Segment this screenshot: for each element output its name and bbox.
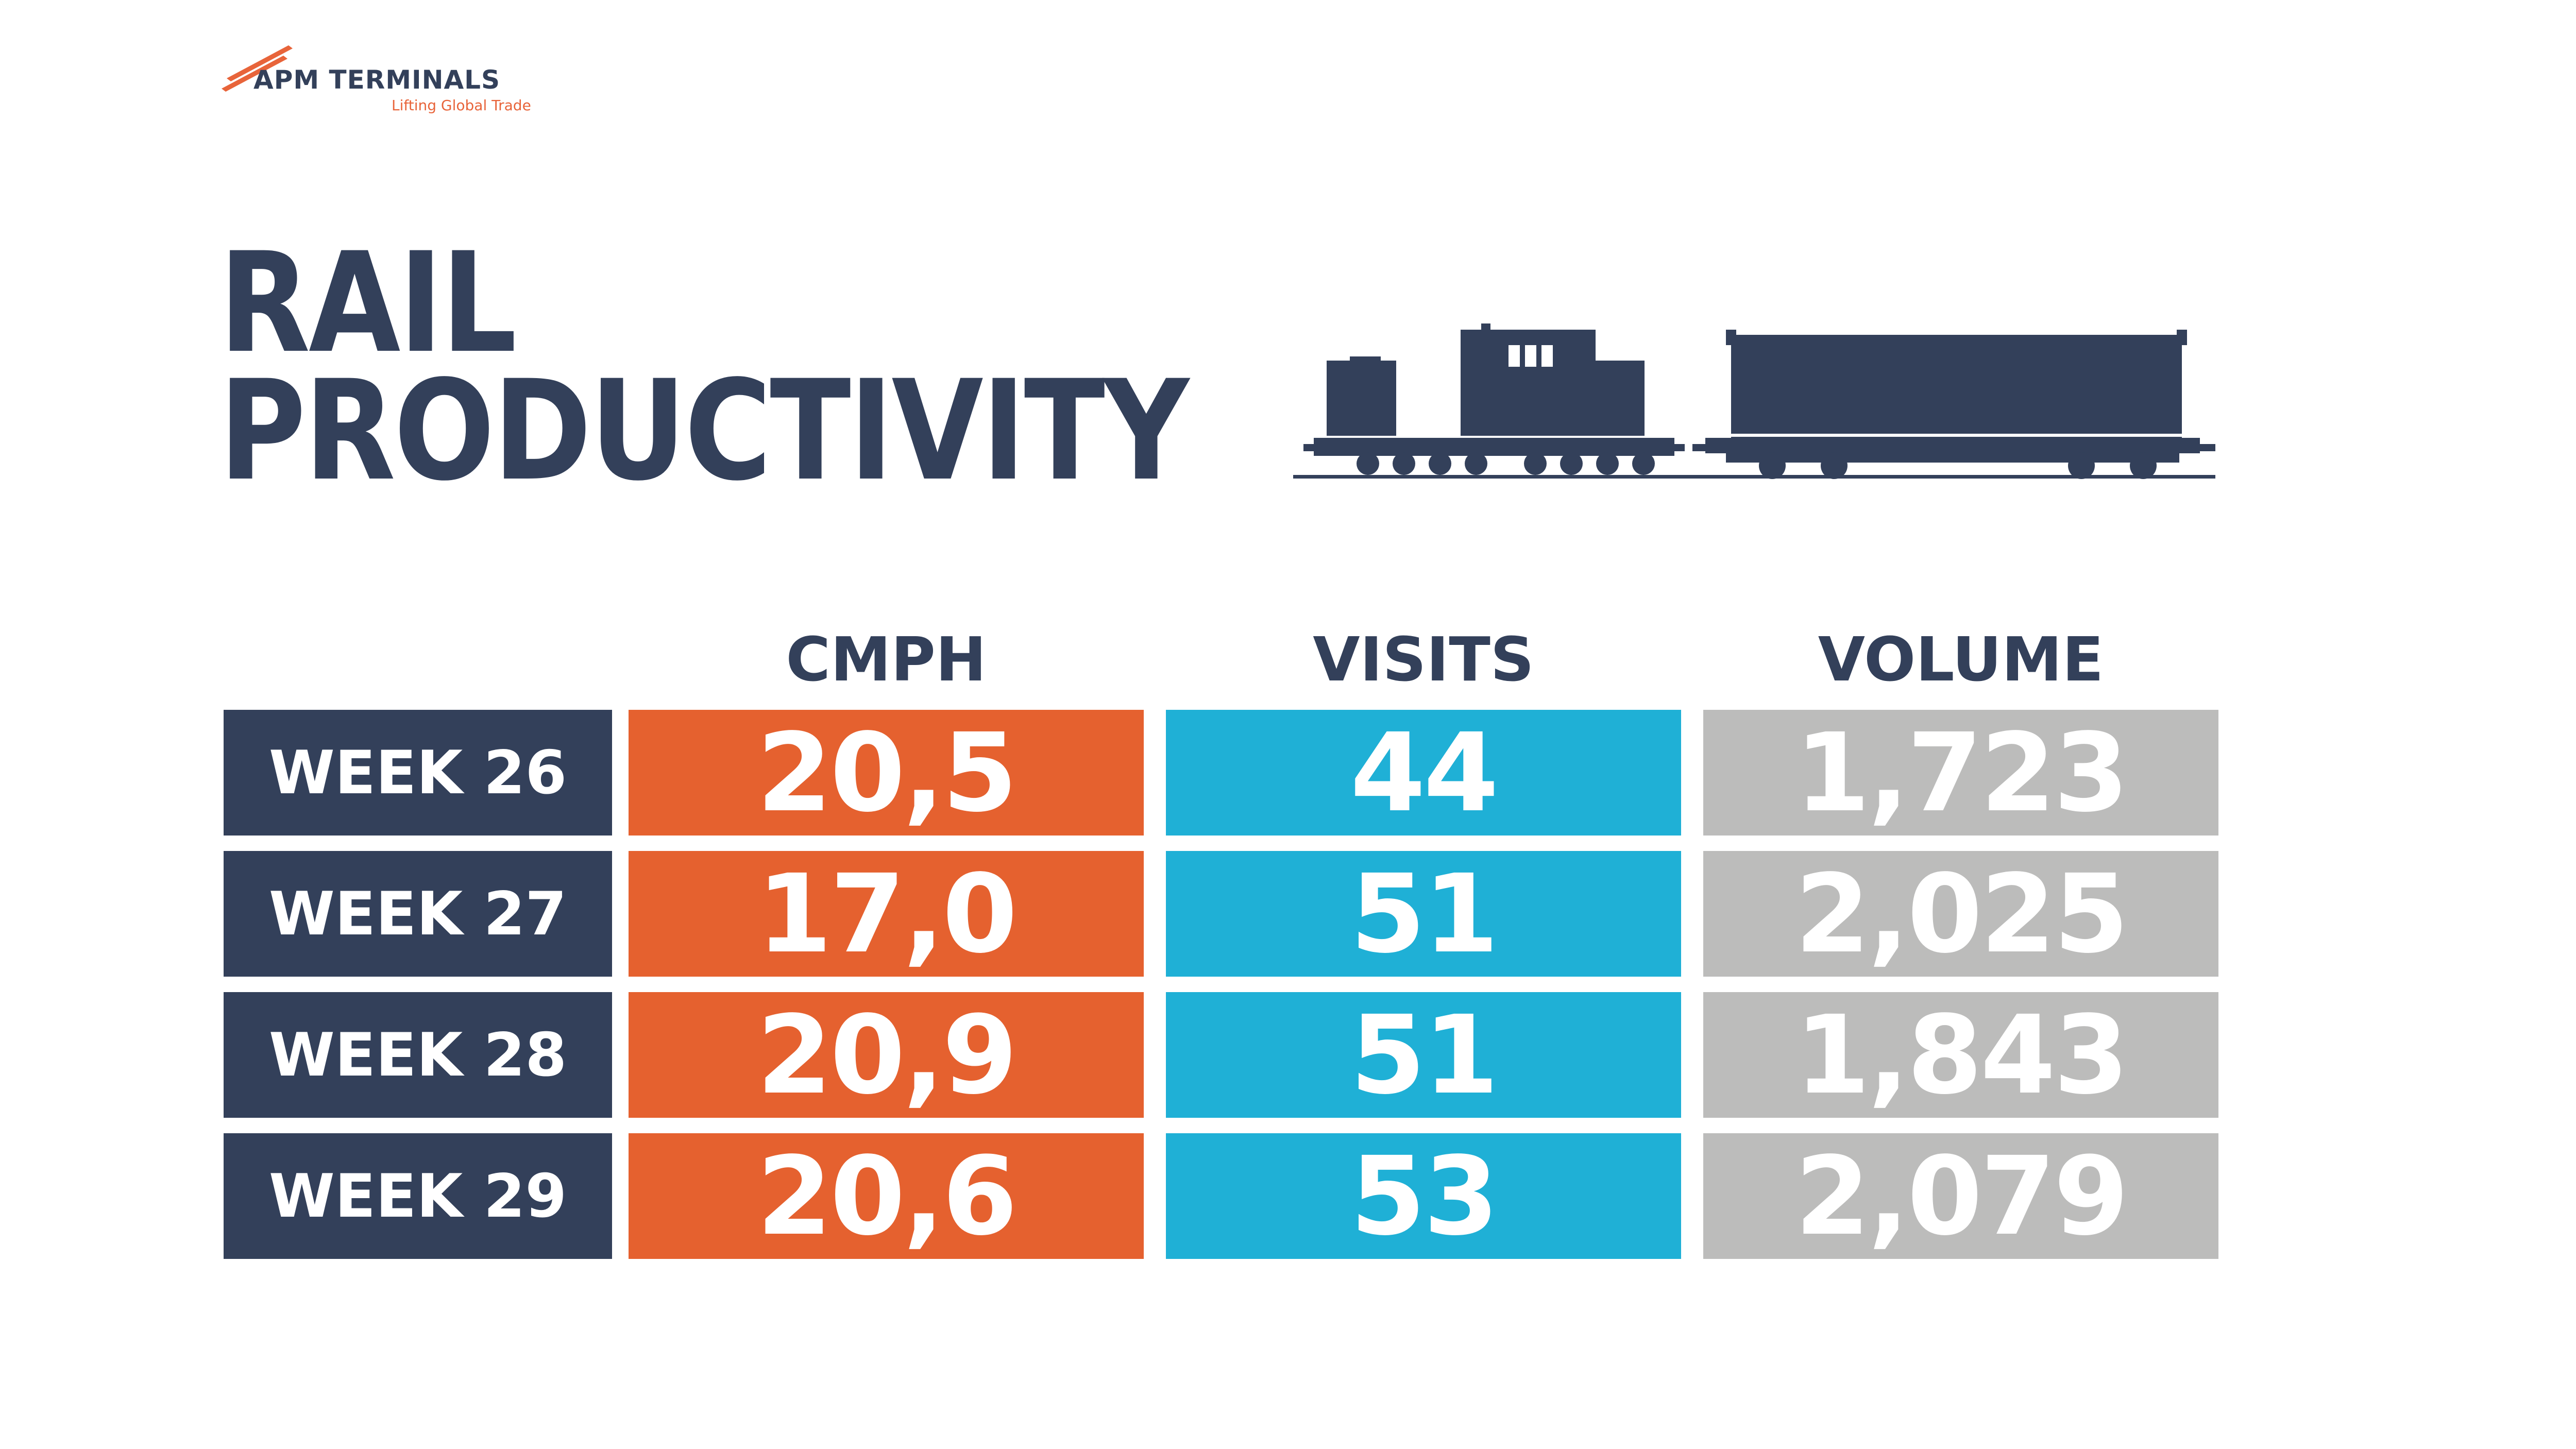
title-line-1: RAIL bbox=[219, 223, 517, 384]
column-header-volume: VOLUME bbox=[1818, 624, 2104, 695]
volume-value-cell: 1,843 bbox=[1703, 992, 2218, 1118]
page-title: RAIL PRODUCTIVITY bbox=[219, 223, 1189, 512]
week-label: WEEK 27 bbox=[224, 851, 612, 977]
week-label: WEEK 26 bbox=[224, 710, 612, 836]
column-header-cmph: CMPH bbox=[786, 624, 987, 695]
brand-tagline: Lifting Global Trade bbox=[392, 97, 531, 114]
visits-value-cell: 51 bbox=[1166, 851, 1681, 977]
volume-value-cell: 1,723 bbox=[1703, 710, 2218, 836]
cmph-value-cell: 20,9 bbox=[629, 992, 1144, 1118]
volume-value-cell: 2,025 bbox=[1703, 851, 2218, 977]
cmph-value-cell: 20,6 bbox=[629, 1133, 1144, 1259]
logo-stripes-icon bbox=[222, 45, 293, 92]
volume-value-cell: 2,079 bbox=[1703, 1133, 2218, 1259]
brand-logo: APM TERMINALS Lifting Global Trade bbox=[222, 36, 551, 124]
title-line-2: PRODUCTIVITY bbox=[219, 351, 1189, 512]
train-icon bbox=[1293, 323, 2215, 479]
visits-value-cell: 53 bbox=[1166, 1133, 1681, 1259]
visits-value-cell: 44 bbox=[1166, 710, 1681, 836]
visits-value-cell: 51 bbox=[1166, 992, 1681, 1118]
cmph-value-cell: 17,0 bbox=[629, 851, 1144, 977]
cmph-value-cell: 20,5 bbox=[629, 710, 1144, 836]
week-label: WEEK 29 bbox=[224, 1133, 612, 1259]
column-header-visits: VISITS bbox=[1313, 624, 1534, 695]
week-label: WEEK 28 bbox=[224, 992, 612, 1118]
brand-name: APM TERMINALS bbox=[253, 65, 501, 95]
